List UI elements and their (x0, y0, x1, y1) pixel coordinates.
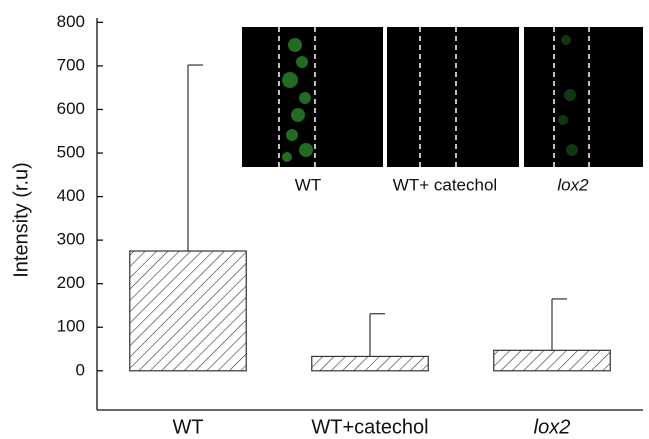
inset-panel (242, 27, 383, 167)
inset-label: WT+ catechol (393, 175, 497, 194)
chart: WT WT+ catechol lox2 Intensity (r.u) 0 10… (0, 0, 649, 439)
inset-label: lox2 (557, 175, 589, 194)
bar (312, 356, 428, 370)
y-tick-label: 0 (76, 360, 85, 379)
bar (130, 251, 246, 371)
inset-panel (524, 27, 643, 167)
y-tick-label: 400 (57, 186, 85, 205)
y-tick-label: 800 (57, 12, 85, 31)
bar (494, 350, 610, 370)
y-tick-label: 300 (57, 230, 85, 249)
y-tick-label: 200 (57, 273, 85, 292)
x-tick-label: WT (172, 416, 203, 438)
y-axis-label: Intensity (r.u) (10, 162, 32, 278)
y-tick-label: 600 (57, 99, 85, 118)
y-tick-label: 500 (57, 143, 85, 162)
inset-panel (387, 27, 519, 167)
inset: WT WT+ catechol lox2 (242, 27, 643, 194)
y-tick-label: 700 (57, 55, 85, 74)
x-tick-label: WT+catechol (311, 416, 428, 438)
inset-label: WT (295, 175, 321, 194)
x-tick-label: lox2 (534, 416, 571, 438)
y-tick-label: 100 (57, 317, 85, 336)
